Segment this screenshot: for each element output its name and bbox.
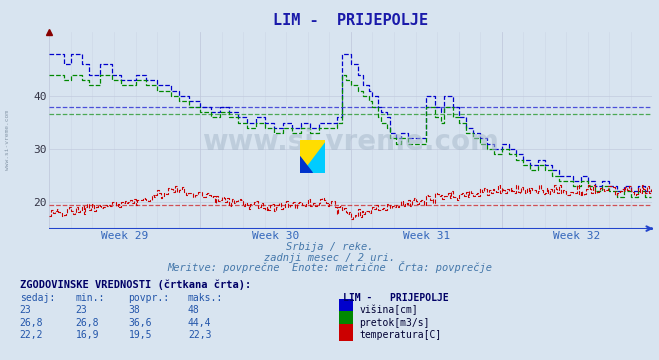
Polygon shape	[300, 157, 312, 173]
Text: www.si-vreme.com: www.si-vreme.com	[202, 128, 500, 156]
Text: 22,2: 22,2	[20, 330, 43, 341]
Text: 48: 48	[188, 305, 200, 315]
Text: LIM -   PRIJEPOLJE: LIM - PRIJEPOLJE	[343, 293, 448, 303]
Text: 22,3: 22,3	[188, 330, 212, 341]
Text: temperatura[C]: temperatura[C]	[359, 330, 442, 341]
Text: min.:: min.:	[76, 293, 105, 303]
Text: zadnji mesec / 2 uri.: zadnji mesec / 2 uri.	[264, 253, 395, 263]
Text: sedaj:: sedaj:	[20, 293, 55, 303]
Text: 44,4: 44,4	[188, 318, 212, 328]
Text: ZGODOVINSKE VREDNOSTI (črtkana črta):: ZGODOVINSKE VREDNOSTI (črtkana črta):	[20, 279, 251, 290]
Text: 23: 23	[76, 305, 88, 315]
Polygon shape	[300, 140, 325, 173]
Text: 23: 23	[20, 305, 32, 315]
Text: 16,9: 16,9	[76, 330, 100, 341]
Text: Srbija / reke.: Srbija / reke.	[286, 242, 373, 252]
Text: 19,5: 19,5	[129, 330, 152, 341]
Text: pretok[m3/s]: pretok[m3/s]	[359, 318, 430, 328]
Text: maks.:: maks.:	[188, 293, 223, 303]
Text: Meritve: povprečne  Enote: metrične  Črta: povprečje: Meritve: povprečne Enote: metrične Črta:…	[167, 261, 492, 273]
Text: 36,6: 36,6	[129, 318, 152, 328]
Text: www.si-vreme.com: www.si-vreme.com	[5, 111, 11, 170]
Text: višina[cm]: višina[cm]	[359, 305, 418, 315]
Text: 26,8: 26,8	[20, 318, 43, 328]
Text: 26,8: 26,8	[76, 318, 100, 328]
Polygon shape	[300, 140, 325, 173]
Text: povpr.:: povpr.:	[129, 293, 169, 303]
Text: 38: 38	[129, 305, 140, 315]
Title: LIM -  PRIJEPOLJE: LIM - PRIJEPOLJE	[273, 13, 428, 28]
